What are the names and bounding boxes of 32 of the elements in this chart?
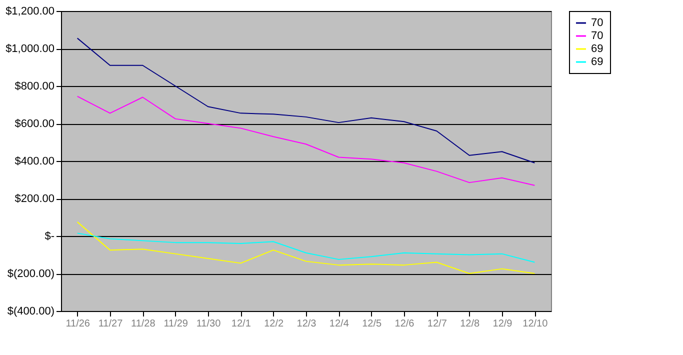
legend-label: 69 [591,56,604,68]
y-tick-label: $(200.00) [7,268,54,280]
x-tick-label: 12/1 [231,318,252,330]
legend-label: 69 [591,43,604,55]
y-tick-label: $1,200.00 [6,6,54,18]
x-tick-label: 11/28 [131,318,156,330]
legend-label: 70 [591,17,604,29]
y-tick-label: $200.00 [14,193,54,205]
x-tick-label: 12/7 [427,318,448,330]
legend-label: 70 [591,30,604,42]
x-tick-label: 12/9 [492,318,513,330]
y-tick-label: $1,000.00 [6,43,54,55]
x-tick-label: 12/3 [296,318,317,330]
line-series [76,96,536,186]
x-tick-label: 12/2 [264,318,284,330]
y-tick-label: $- [44,230,55,242]
y-tick-label: $(400.00) [7,306,54,318]
x-tick-label: 11/26 [66,318,90,330]
line-series [76,221,536,274]
x-tick-label: 12/6 [394,318,415,330]
x-tick-label: 11/30 [196,318,222,330]
line-series [76,232,536,263]
line-series [76,38,536,164]
x-tick-label: 12/5 [362,318,382,330]
y-tick-label: $400.00 [14,156,54,168]
x-tick-label: 11/27 [98,318,124,330]
y-tick-label: $800.00 [14,80,54,92]
x-tick-label: 11/29 [164,318,188,330]
x-tick-label: 12/8 [460,318,480,330]
x-tick-label: 12/10 [522,318,548,330]
x-tick-label: 12/4 [329,318,350,330]
y-tick-label: $600.00 [14,118,54,130]
